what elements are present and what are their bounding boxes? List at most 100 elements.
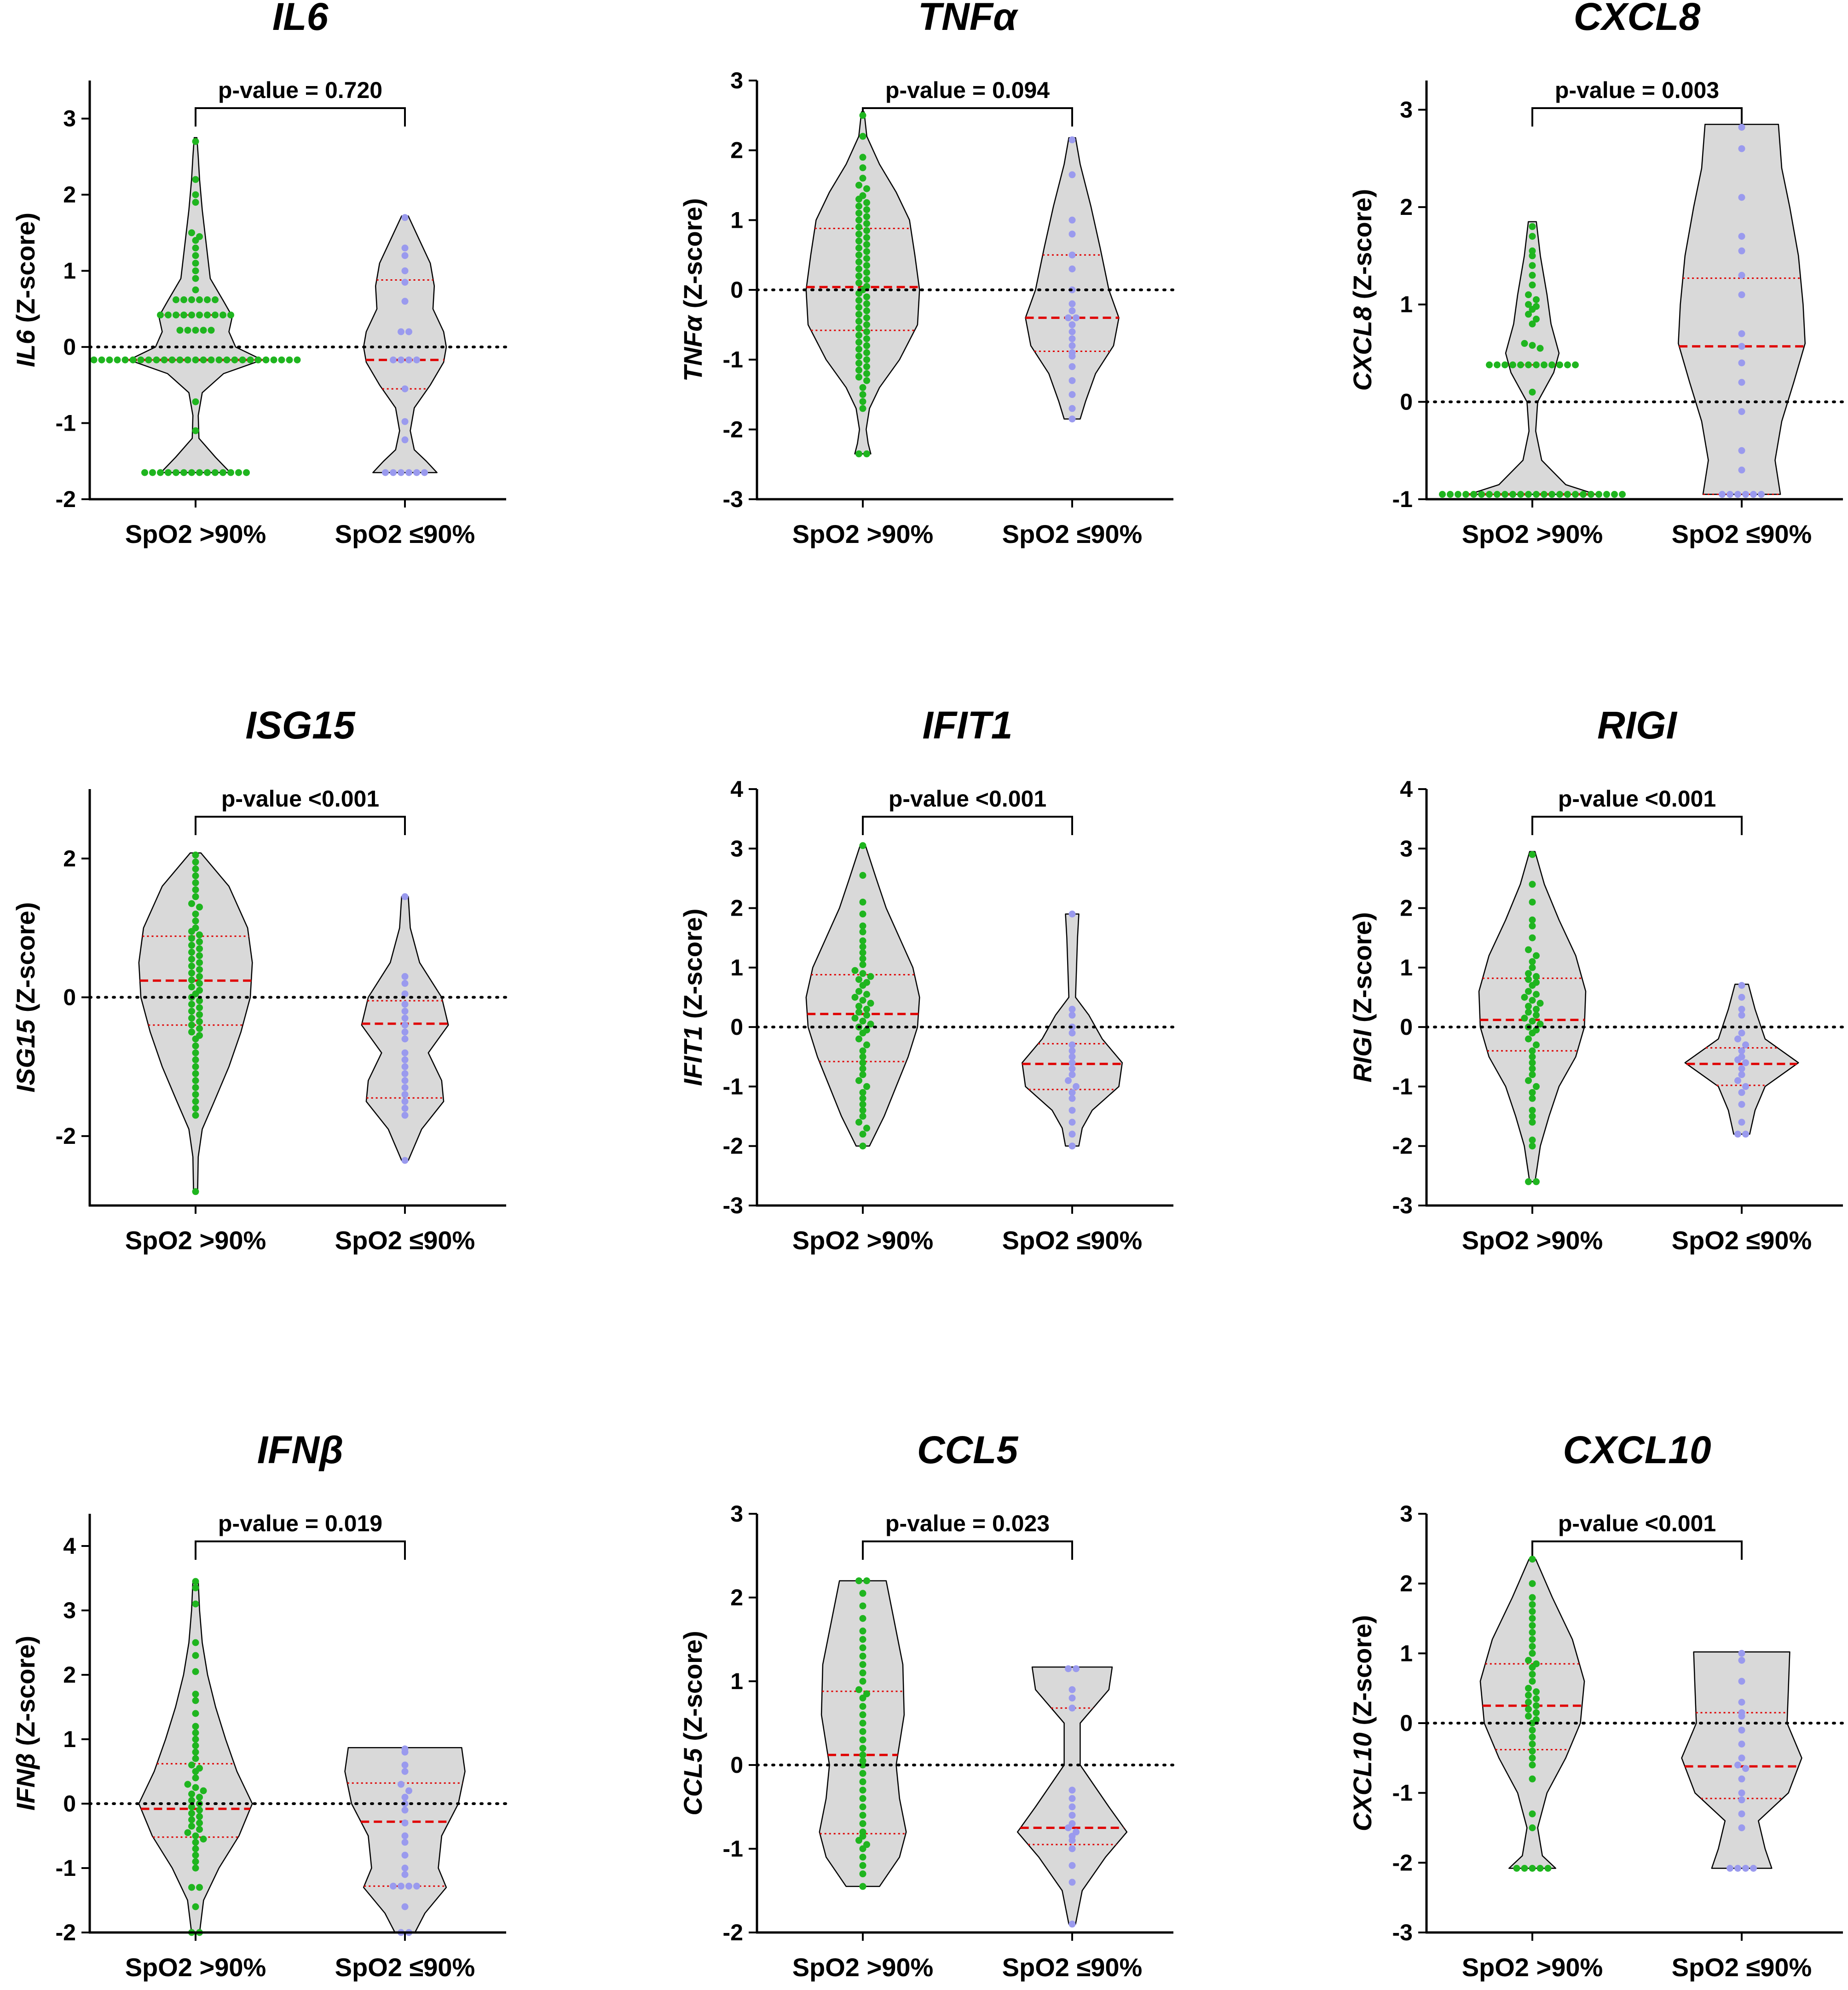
p-value-label: p-value <0.001 (889, 786, 1046, 812)
data-point (1068, 1803, 1076, 1811)
data-point (1529, 1059, 1536, 1067)
data-point (1065, 1665, 1072, 1673)
y-tick-label: -3 (1392, 1920, 1413, 1945)
data-point (1068, 171, 1076, 179)
data-point (1742, 1131, 1749, 1138)
p-value-label: p-value <0.001 (221, 786, 379, 812)
data-point (196, 938, 203, 946)
data-point (196, 945, 203, 952)
data-point (401, 1049, 409, 1056)
data-point (196, 1826, 203, 1833)
data-point (1494, 490, 1501, 498)
data-point (192, 1668, 199, 1675)
y-axis-label-gene: ISG15 (11, 1019, 40, 1093)
y-axis-label: TNFα (Z-score) (678, 198, 707, 382)
p-value-label: p-value = 0.019 (218, 1511, 382, 1536)
data-point (1068, 1107, 1076, 1114)
data-point (196, 997, 203, 1004)
data-point (1738, 1754, 1745, 1762)
data-point (1439, 490, 1446, 498)
data-point (188, 1823, 195, 1830)
y-axis-label-suffix: (Z-score) (1348, 912, 1377, 1029)
data-point (1734, 1865, 1741, 1872)
data-point (863, 276, 870, 283)
data-point (192, 911, 199, 917)
data-point (863, 241, 870, 248)
data-point (855, 1003, 862, 1010)
x-tick-label: SpO2 >90% (125, 1953, 266, 1982)
data-point (1734, 1761, 1741, 1769)
data-point (401, 1903, 409, 1910)
data-point (859, 1590, 866, 1597)
data-point (1529, 1748, 1536, 1755)
chart-title: CXCL10 (1563, 1428, 1711, 1471)
data-point (1529, 1071, 1536, 1079)
data-point (239, 356, 246, 363)
data-point (149, 469, 156, 476)
data-point (1529, 1754, 1536, 1762)
data-point (188, 1008, 195, 1015)
data-point (1595, 490, 1602, 498)
data-point (1738, 467, 1745, 473)
y-axis-label-gene: CXCL10 (1348, 1732, 1377, 1831)
data-point (1738, 982, 1745, 989)
data-point (1738, 1789, 1745, 1797)
data-point (165, 469, 172, 476)
data-point (1509, 490, 1516, 498)
data-point (192, 327, 199, 334)
data-point (1738, 1650, 1745, 1657)
data-point (192, 244, 199, 252)
y-tick-label: 4 (1400, 776, 1413, 802)
data-point (188, 941, 195, 949)
data-point (192, 1736, 199, 1743)
data-point (196, 931, 203, 939)
data-point (1068, 1041, 1076, 1049)
y-tick-label: -1 (723, 1073, 743, 1099)
data-point (192, 858, 199, 865)
data-point (200, 1835, 207, 1843)
data-point (1068, 300, 1076, 307)
data-point (1068, 1879, 1076, 1886)
data-point (1742, 1041, 1749, 1049)
data-point (863, 248, 870, 255)
data-point (1533, 1041, 1540, 1049)
data-point (863, 206, 870, 213)
chart-title: ISG15 (245, 704, 355, 747)
data-point (859, 997, 866, 1004)
data-point (1068, 1845, 1076, 1852)
data-point (401, 980, 409, 987)
data-point (1068, 1686, 1076, 1693)
data-point (401, 436, 409, 444)
data-point (859, 1142, 866, 1150)
data-point (1521, 994, 1528, 1001)
p-value-label: p-value = 0.720 (218, 77, 382, 103)
data-point (184, 1781, 191, 1788)
data-point (1529, 342, 1536, 349)
data-point (859, 922, 866, 929)
x-tick-label: SpO2 >90% (125, 1226, 266, 1255)
data-point (192, 1748, 199, 1756)
y-tick-label: 3 (730, 1501, 743, 1527)
data-point (855, 272, 862, 280)
data-point (188, 1015, 195, 1022)
data-point (1068, 1029, 1076, 1037)
data-point (1525, 970, 1532, 977)
data-point (192, 1084, 199, 1091)
data-point (1536, 1021, 1544, 1028)
data-point (192, 1652, 199, 1659)
data-point (859, 1795, 866, 1802)
data-point (1068, 911, 1076, 917)
data-point (200, 356, 207, 363)
data-point (859, 1862, 866, 1869)
data-point (863, 255, 870, 262)
data-point (859, 1059, 866, 1067)
data-point (1738, 330, 1745, 337)
y-tick-label: 4 (63, 1533, 76, 1559)
violin-2 (1678, 123, 1806, 495)
data-point (192, 1710, 199, 1717)
data-point (1533, 1083, 1540, 1090)
data-point (1521, 1015, 1528, 1022)
data-point (1738, 1713, 1745, 1720)
data-point (1529, 1650, 1536, 1657)
data-point (1529, 1636, 1536, 1643)
